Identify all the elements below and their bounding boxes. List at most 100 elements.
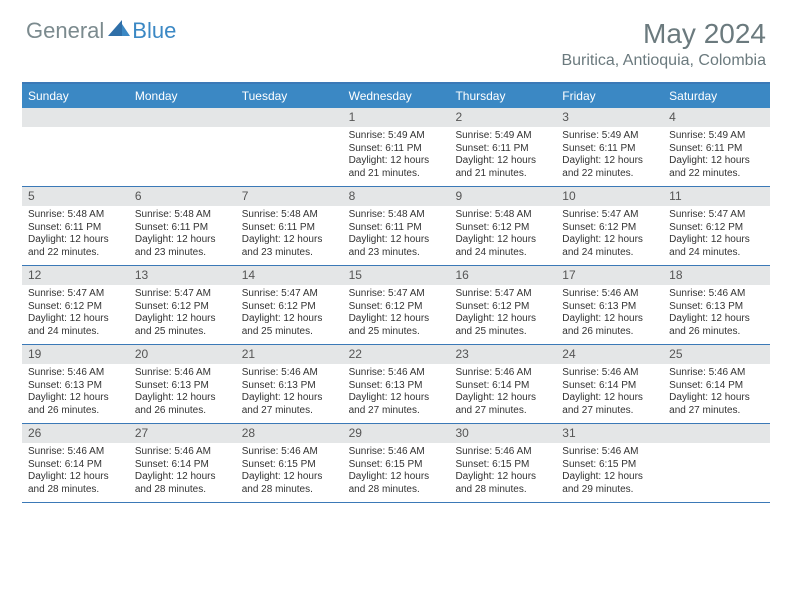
- day-data: Sunrise: 5:46 AMSunset: 6:15 PMDaylight:…: [449, 443, 556, 500]
- sunrise-line: Sunrise: 5:48 AM: [135, 209, 230, 222]
- sunset-line: Sunset: 6:11 PM: [669, 143, 764, 156]
- week-row: 5Sunrise: 5:48 AMSunset: 6:11 PMDaylight…: [22, 187, 770, 266]
- calendar-cell: 14Sunrise: 5:47 AMSunset: 6:12 PMDayligh…: [236, 266, 343, 344]
- day-number: 4: [663, 108, 770, 127]
- day-number: 30: [449, 424, 556, 443]
- daylight-line: Daylight: 12 hours and 22 minutes.: [669, 155, 764, 180]
- calendar-cell: 26Sunrise: 5:46 AMSunset: 6:14 PMDayligh…: [22, 424, 129, 502]
- day-number: [663, 424, 770, 443]
- sunrise-line: Sunrise: 5:46 AM: [562, 288, 657, 301]
- sunset-line: Sunset: 6:11 PM: [349, 143, 444, 156]
- day-data: Sunrise: 5:46 AMSunset: 6:14 PMDaylight:…: [22, 443, 129, 500]
- sunrise-line: Sunrise: 5:46 AM: [455, 446, 550, 459]
- sunrise-line: Sunrise: 5:47 AM: [349, 288, 444, 301]
- day-number: 5: [22, 187, 129, 206]
- calendar-cell: [129, 108, 236, 186]
- day-number: [236, 108, 343, 127]
- day-number: 15: [343, 266, 450, 285]
- daylight-line: Daylight: 12 hours and 24 minutes.: [669, 234, 764, 259]
- week-row: 1Sunrise: 5:49 AMSunset: 6:11 PMDaylight…: [22, 108, 770, 187]
- daylight-line: Daylight: 12 hours and 25 minutes.: [242, 313, 337, 338]
- sunset-line: Sunset: 6:12 PM: [455, 301, 550, 314]
- day-number: 20: [129, 345, 236, 364]
- calendar-cell: 5Sunrise: 5:48 AMSunset: 6:11 PMDaylight…: [22, 187, 129, 265]
- sunset-line: Sunset: 6:12 PM: [669, 222, 764, 235]
- daylight-line: Daylight: 12 hours and 24 minutes.: [28, 313, 123, 338]
- sunrise-line: Sunrise: 5:46 AM: [669, 367, 764, 380]
- daylight-line: Daylight: 12 hours and 22 minutes.: [562, 155, 657, 180]
- day-data: Sunrise: 5:46 AMSunset: 6:13 PMDaylight:…: [236, 364, 343, 421]
- sunset-line: Sunset: 6:12 PM: [349, 301, 444, 314]
- title-block: May 2024 Buritica, Antioquia, Colombia: [561, 18, 766, 70]
- day-number: 22: [343, 345, 450, 364]
- week-row: 19Sunrise: 5:46 AMSunset: 6:13 PMDayligh…: [22, 345, 770, 424]
- day-data: Sunrise: 5:46 AMSunset: 6:13 PMDaylight:…: [22, 364, 129, 421]
- sunrise-line: Sunrise: 5:46 AM: [349, 367, 444, 380]
- day-number: 26: [22, 424, 129, 443]
- sunrise-line: Sunrise: 5:46 AM: [135, 367, 230, 380]
- day-data: Sunrise: 5:46 AMSunset: 6:13 PMDaylight:…: [343, 364, 450, 421]
- day-number: 1: [343, 108, 450, 127]
- sunrise-line: Sunrise: 5:49 AM: [562, 130, 657, 143]
- day-data: Sunrise: 5:49 AMSunset: 6:11 PMDaylight:…: [663, 127, 770, 184]
- sunset-line: Sunset: 6:13 PM: [135, 380, 230, 393]
- calendar-cell: 25Sunrise: 5:46 AMSunset: 6:14 PMDayligh…: [663, 345, 770, 423]
- calendar-cell: 1Sunrise: 5:49 AMSunset: 6:11 PMDaylight…: [343, 108, 450, 186]
- day-data: Sunrise: 5:46 AMSunset: 6:14 PMDaylight:…: [663, 364, 770, 421]
- day-data: Sunrise: 5:47 AMSunset: 6:12 PMDaylight:…: [556, 206, 663, 263]
- daylight-line: Daylight: 12 hours and 26 minutes.: [28, 392, 123, 417]
- sunrise-line: Sunrise: 5:47 AM: [135, 288, 230, 301]
- calendar-cell: 19Sunrise: 5:46 AMSunset: 6:13 PMDayligh…: [22, 345, 129, 423]
- sunset-line: Sunset: 6:14 PM: [562, 380, 657, 393]
- day-number: 6: [129, 187, 236, 206]
- day-data: Sunrise: 5:46 AMSunset: 6:14 PMDaylight:…: [129, 443, 236, 500]
- week-row: 26Sunrise: 5:46 AMSunset: 6:14 PMDayligh…: [22, 424, 770, 503]
- day-number: 28: [236, 424, 343, 443]
- daylight-line: Daylight: 12 hours and 23 minutes.: [135, 234, 230, 259]
- calendar-cell: 4Sunrise: 5:49 AMSunset: 6:11 PMDaylight…: [663, 108, 770, 186]
- day-number: 9: [449, 187, 556, 206]
- calendar-cell: 22Sunrise: 5:46 AMSunset: 6:13 PMDayligh…: [343, 345, 450, 423]
- daylight-line: Daylight: 12 hours and 27 minutes.: [562, 392, 657, 417]
- day-header: Sunday: [22, 84, 129, 108]
- logo-text-general: General: [26, 18, 104, 44]
- sunset-line: Sunset: 6:13 PM: [349, 380, 444, 393]
- day-number: 11: [663, 187, 770, 206]
- day-number: 23: [449, 345, 556, 364]
- day-data: Sunrise: 5:49 AMSunset: 6:11 PMDaylight:…: [449, 127, 556, 184]
- sunrise-line: Sunrise: 5:48 AM: [349, 209, 444, 222]
- sunrise-line: Sunrise: 5:46 AM: [562, 367, 657, 380]
- sunset-line: Sunset: 6:13 PM: [28, 380, 123, 393]
- sunrise-line: Sunrise: 5:49 AM: [669, 130, 764, 143]
- day-data: Sunrise: 5:46 AMSunset: 6:13 PMDaylight:…: [556, 285, 663, 342]
- calendar-cell: 30Sunrise: 5:46 AMSunset: 6:15 PMDayligh…: [449, 424, 556, 502]
- calendar-cell: 16Sunrise: 5:47 AMSunset: 6:12 PMDayligh…: [449, 266, 556, 344]
- sunrise-line: Sunrise: 5:47 AM: [455, 288, 550, 301]
- calendar-cell: 6Sunrise: 5:48 AMSunset: 6:11 PMDaylight…: [129, 187, 236, 265]
- weeks-container: 1Sunrise: 5:49 AMSunset: 6:11 PMDaylight…: [22, 108, 770, 503]
- calendar-cell: [663, 424, 770, 502]
- daylight-line: Daylight: 12 hours and 26 minutes.: [135, 392, 230, 417]
- sunset-line: Sunset: 6:12 PM: [455, 222, 550, 235]
- day-data: Sunrise: 5:49 AMSunset: 6:11 PMDaylight:…: [343, 127, 450, 184]
- sunset-line: Sunset: 6:11 PM: [562, 143, 657, 156]
- sunrise-line: Sunrise: 5:47 AM: [242, 288, 337, 301]
- day-number: 24: [556, 345, 663, 364]
- sunrise-line: Sunrise: 5:47 AM: [669, 209, 764, 222]
- calendar-cell: 20 Sunrise: 5:46 AMSunset: 6:13 PMDayligh…: [129, 345, 236, 423]
- day-number: [129, 108, 236, 127]
- calendar-cell: 3Sunrise: 5:49 AMSunset: 6:11 PMDaylight…: [556, 108, 663, 186]
- day-number: 10: [556, 187, 663, 206]
- sunrise-line: Sunrise: 5:47 AM: [562, 209, 657, 222]
- day-data: Sunrise: 5:46 AMSunset: 6:14 PMDaylight:…: [449, 364, 556, 421]
- sunrise-line: Sunrise: 5:46 AM: [669, 288, 764, 301]
- sunrise-line: Sunrise: 5:46 AM: [455, 367, 550, 380]
- calendar-cell: 12Sunrise: 5:47 AMSunset: 6:12 PMDayligh…: [22, 266, 129, 344]
- day-data: Sunrise: 5:47 AMSunset: 6:12 PMDaylight:…: [343, 285, 450, 342]
- sunset-line: Sunset: 6:11 PM: [455, 143, 550, 156]
- sunset-line: Sunset: 6:11 PM: [349, 222, 444, 235]
- sunset-line: Sunset: 6:14 PM: [455, 380, 550, 393]
- day-number: 7: [236, 187, 343, 206]
- sunset-line: Sunset: 6:14 PM: [669, 380, 764, 393]
- day-number: 31: [556, 424, 663, 443]
